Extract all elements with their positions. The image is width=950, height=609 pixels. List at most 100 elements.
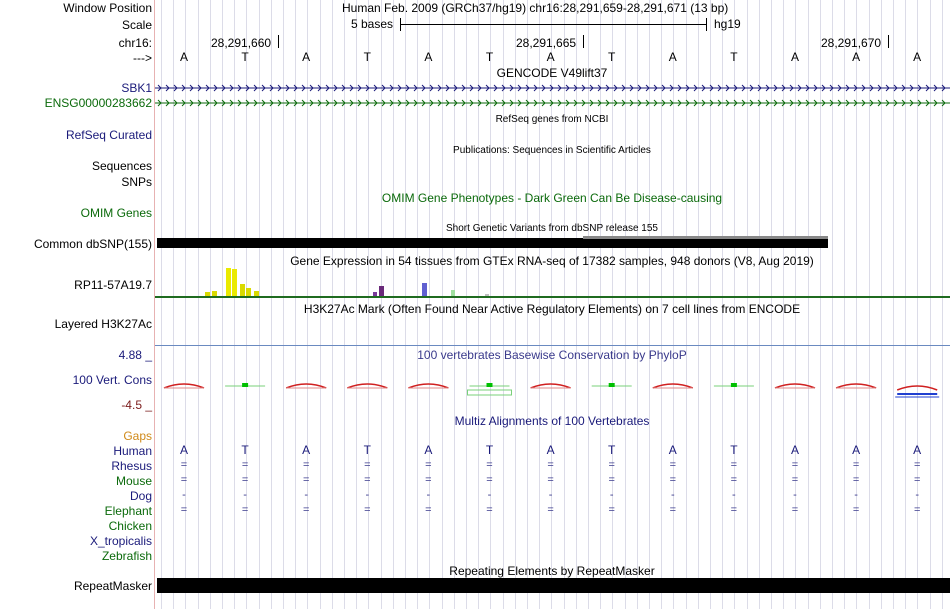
alignment-human-base: A — [913, 443, 922, 457]
species-label-x_tropicalis[interactable]: X_tropicalis — [89, 534, 152, 548]
repeat-title[interactable]: Repeating Elements by RepeatMasker — [449, 564, 655, 578]
alignment-human-base: T — [730, 443, 738, 457]
gridline — [161, 0, 162, 609]
alignment-cell: = — [425, 504, 432, 516]
gridline — [185, 0, 186, 609]
alignment-cell: = — [852, 474, 860, 486]
phylop-peak — [835, 383, 877, 389]
gridline — [710, 0, 711, 609]
gene-ensg-strand[interactable] — [155, 97, 950, 109]
alignment-cell: - — [243, 489, 247, 501]
alignment-cell: = — [241, 474, 249, 486]
alignment-cell: = — [913, 459, 921, 471]
alignment-cell: - — [365, 489, 370, 501]
h3k27ac-label[interactable]: Layered H3K27Ac — [54, 317, 152, 331]
refseq-title[interactable]: RefSeq genes from NCBI — [495, 114, 609, 125]
alignment-cell: = — [730, 459, 738, 471]
dbsnp-bar[interactable] — [157, 238, 828, 248]
gene-sbk1-strand[interactable] — [155, 82, 950, 94]
alignment-cell: = — [852, 459, 860, 471]
gridline — [673, 0, 674, 609]
gridline — [942, 0, 943, 609]
gridline — [198, 0, 199, 609]
gridline — [417, 0, 418, 609]
gridline — [832, 0, 833, 609]
alignment-human-base: A — [424, 443, 433, 457]
reference-base: T — [241, 50, 249, 64]
alignment-cell: - — [915, 489, 920, 501]
alignment-human-base: T — [363, 443, 371, 457]
species-label-rhesus[interactable]: Rhesus — [111, 459, 152, 473]
alignment-human-base: A — [302, 443, 311, 457]
gtex-label[interactable]: RP11-57A19.7 — [74, 278, 152, 292]
phylop-peak — [408, 383, 449, 389]
alignment-cell: - — [304, 489, 309, 501]
alignment-cell: = — [364, 459, 371, 471]
alignment-cell: = — [608, 504, 615, 516]
repeat-bar[interactable] — [157, 578, 950, 593]
gridline — [783, 0, 784, 609]
alignment-cell: - — [670, 489, 675, 501]
gridline — [588, 0, 589, 609]
h3k27ac-baseline — [155, 345, 950, 346]
alignment-cell: = — [364, 504, 371, 516]
phylop-graph[interactable] — [155, 378, 950, 404]
reference-base: A — [668, 50, 677, 64]
phylop-title[interactable]: 100 vertebrates Basewise Conservation by… — [417, 348, 687, 362]
species-label-human[interactable]: Human — [113, 444, 152, 458]
dbsnp-title[interactable]: Short Genetic Variants from dbSNP releas… — [446, 223, 658, 234]
dbsnp-bar-highlight[interactable] — [583, 236, 828, 239]
scale-bar-right-tick — [706, 18, 707, 31]
dbsnp-label[interactable]: Common dbSNP(155) — [33, 237, 152, 251]
species-label-elephant[interactable]: Elephant — [104, 504, 152, 518]
species-label-dog[interactable]: Dog — [129, 489, 152, 503]
snps-label[interactable]: SNPs — [121, 175, 152, 189]
coord-tick-label: 28,291,670 — [821, 36, 882, 50]
omim-label[interactable]: OMIM Genes — [80, 206, 152, 220]
refseq-label[interactable]: RefSeq Curated — [65, 128, 152, 142]
species-label-mouse[interactable]: Mouse — [115, 474, 152, 488]
reference-base: T — [608, 50, 616, 64]
phylop-peak — [896, 385, 938, 391]
alignment-cell: - — [793, 489, 797, 501]
omim-title[interactable]: OMIM Gene Phenotypes - Dark Green Can Be… — [381, 191, 723, 205]
multiz-title[interactable]: Multiz Alignments of 100 Vertebrates — [454, 414, 650, 428]
gtex-bars[interactable] — [155, 266, 950, 300]
alignment-human-base: T — [485, 443, 494, 457]
gene-label-ensg00000283662[interactable]: ENSG00000283662 — [44, 96, 152, 110]
alignment-human-base: A — [546, 443, 555, 457]
gridline — [344, 0, 345, 609]
gtex-title[interactable]: Gene Expression in 54 tissues from GTEx … — [290, 254, 814, 268]
alignment-cell: = — [791, 504, 799, 516]
phylop-bar — [486, 383, 493, 387]
alignment-cell: = — [180, 474, 188, 486]
alignment-cell: - — [487, 489, 492, 501]
window-position-label: Window Position — [63, 1, 152, 15]
species-label-zebrafish[interactable]: Zebrafish — [101, 549, 152, 563]
gridline — [856, 0, 857, 609]
alignment-cell: = — [913, 504, 921, 516]
window-position-value[interactable]: Human Feb. 2009 (GRCh37/hg19) chr16:28,2… — [342, 1, 729, 15]
pubs-label[interactable]: Sequences — [91, 159, 152, 173]
phylop-peak — [347, 383, 388, 389]
alignment-cell: = — [669, 474, 677, 486]
h3k27ac-title[interactable]: H3K27Ac Mark (Often Found Near Active Re… — [303, 302, 801, 316]
gridline — [686, 0, 687, 609]
alignment-cell: = — [425, 459, 432, 471]
phylop-label[interactable]: 100 Vert. Cons — [72, 373, 152, 387]
gencode-title[interactable]: GENCODE V49lift37 — [496, 66, 608, 80]
pubs-title[interactable]: Publications: Sequences in Scientific Ar… — [453, 145, 651, 156]
alignment-cell: = — [486, 474, 493, 486]
gene-label-sbk1[interactable]: SBK1 — [121, 81, 152, 95]
gaps-label[interactable]: Gaps — [123, 429, 152, 443]
alignment-cell: = — [852, 504, 860, 516]
alignment-cell: = — [547, 474, 554, 486]
reference-base: T — [363, 50, 371, 64]
repeat-label[interactable]: RepeatMasker — [73, 579, 152, 593]
reference-base: A — [790, 50, 800, 64]
coord-tick — [888, 35, 889, 48]
gridline — [381, 0, 382, 609]
species-label-chicken[interactable]: Chicken — [108, 519, 152, 533]
gridline — [356, 0, 357, 609]
alignment-cell: = — [180, 504, 188, 516]
